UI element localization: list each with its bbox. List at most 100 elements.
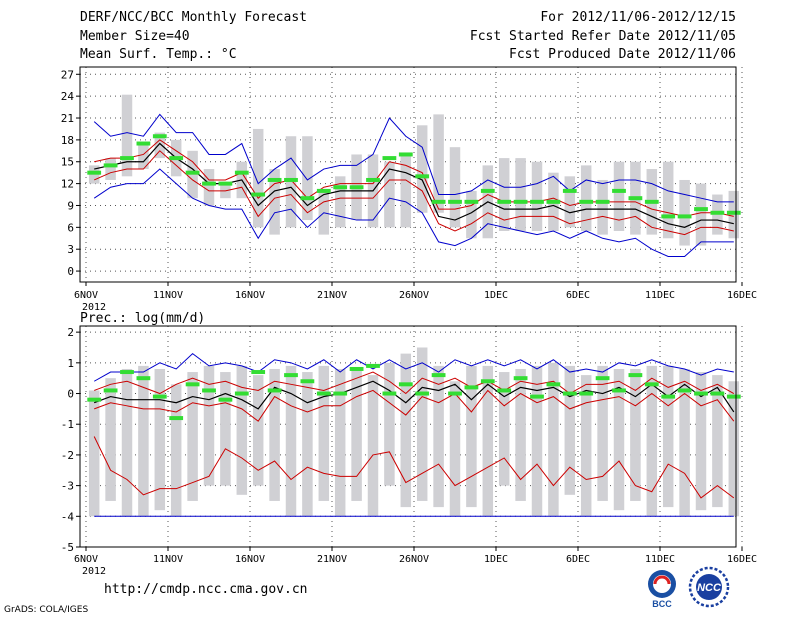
prec-ytick-label: -1 bbox=[61, 418, 74, 431]
prec-range-box bbox=[154, 368, 166, 511]
prec-range-box bbox=[302, 372, 313, 517]
temp-frame bbox=[79, 66, 737, 283]
prec-mean-line bbox=[93, 380, 735, 413]
ncc-logo-icon: NCC bbox=[688, 566, 730, 608]
prec-year-label: 2012 bbox=[82, 566, 106, 577]
temp-median-mark bbox=[234, 170, 249, 175]
prec-p90-line bbox=[94, 371, 735, 395]
prec-median-mark bbox=[464, 385, 479, 390]
prec-median-mark bbox=[415, 391, 430, 396]
temp-range-box bbox=[515, 158, 526, 231]
member-size-label: Member Size=40 bbox=[80, 29, 190, 44]
prec-range-box bbox=[564, 365, 576, 495]
prec-range-box bbox=[548, 362, 559, 517]
temp-median-mark bbox=[579, 199, 594, 204]
temp-xtick-label: 21NOV bbox=[317, 290, 347, 301]
prec-median-mark bbox=[300, 379, 315, 384]
temp-median-mark bbox=[316, 188, 331, 193]
temp-range-box bbox=[531, 161, 543, 231]
temp-range-box bbox=[498, 158, 510, 231]
prec-range-box bbox=[531, 365, 543, 517]
prec-range-box bbox=[252, 375, 264, 486]
temp-range-box bbox=[564, 176, 576, 228]
prec-median-mark bbox=[202, 388, 216, 393]
prec-xtick-label: 26NOV bbox=[399, 554, 429, 565]
prec-range-box bbox=[498, 372, 510, 486]
temp-range-box bbox=[613, 161, 625, 231]
temp-median-mark bbox=[595, 199, 610, 204]
temp-ytick-label: 9 bbox=[67, 199, 74, 212]
prec-range-box bbox=[466, 365, 477, 508]
prec-median-mark bbox=[562, 391, 577, 396]
temp-xtick-label: 1DEC bbox=[484, 290, 508, 301]
forecast-period: For 2012/11/06-2012/12/15 bbox=[540, 10, 736, 25]
temp-median-mark bbox=[710, 210, 725, 215]
temp-range-box bbox=[334, 176, 346, 228]
prec-xtick-label: 1DEC bbox=[484, 554, 508, 565]
prec-range-box bbox=[712, 375, 723, 508]
temp-xtick-label: 6NOV bbox=[74, 290, 98, 301]
prec-range-box bbox=[269, 368, 280, 501]
prec-median-mark bbox=[677, 388, 692, 393]
source-url[interactable]: http://cmdp.ncc.cma.gov.cn bbox=[104, 582, 308, 597]
prec-xtick-label: 6DEC bbox=[566, 554, 590, 565]
ncc-logo-text: NCC bbox=[697, 582, 722, 594]
prec-ytick-label: -4 bbox=[61, 510, 75, 523]
temp-median-mark bbox=[497, 199, 512, 204]
prec-range-box bbox=[88, 390, 100, 517]
temp-ytick-label: 27 bbox=[61, 68, 74, 81]
bcc-logo-icon: BCC bbox=[648, 570, 676, 608]
bcc-logo-text: BCC bbox=[652, 599, 672, 608]
prec-range-box bbox=[220, 372, 231, 486]
prec-median-mark bbox=[448, 391, 462, 396]
prec-median-mark bbox=[644, 382, 659, 387]
temp-median-mark bbox=[267, 177, 282, 182]
prec-range-box bbox=[121, 368, 133, 517]
prec-range-box bbox=[285, 365, 297, 517]
temp-p90-line bbox=[94, 139, 734, 217]
temp-xtick-label: 16NOV bbox=[235, 290, 265, 301]
prec-median-mark bbox=[120, 370, 134, 375]
prec-p-low-line bbox=[93, 436, 735, 499]
prec-xtick-label: 16DEC bbox=[727, 554, 757, 565]
temp-xtick-label: 16DEC bbox=[727, 290, 757, 301]
prec-median-mark bbox=[398, 382, 413, 387]
temp-range-box bbox=[138, 143, 149, 170]
temp-median-mark bbox=[120, 156, 134, 161]
temp-ytick-label: 18 bbox=[61, 134, 74, 147]
prec-range-box bbox=[728, 381, 740, 517]
prec-median-mark bbox=[234, 391, 249, 396]
prec-median-mark bbox=[710, 391, 725, 396]
prec-median-mark bbox=[169, 416, 184, 421]
prec-median-mark bbox=[366, 363, 380, 368]
prec-range-box bbox=[662, 365, 674, 508]
temp-median-mark bbox=[103, 163, 118, 168]
temp-range-box bbox=[105, 158, 116, 180]
prec-median-mark bbox=[136, 376, 151, 381]
prec-range-box bbox=[679, 368, 690, 517]
prec-range-box bbox=[236, 365, 248, 495]
prec-ytick-label: 1 bbox=[67, 357, 74, 370]
prec-frame bbox=[79, 325, 737, 548]
prec-max-line bbox=[93, 352, 734, 382]
prec-range-box bbox=[318, 365, 330, 501]
temp-median-mark bbox=[480, 188, 495, 193]
prec-p10-line bbox=[94, 389, 735, 422]
prec-range-box bbox=[630, 368, 641, 501]
prec-range-box bbox=[695, 372, 707, 511]
prec-range-box bbox=[138, 365, 149, 517]
prec-median-mark bbox=[267, 388, 282, 393]
prec-range-box bbox=[351, 368, 362, 501]
temp-range-box bbox=[416, 125, 428, 213]
temp-p10-line bbox=[93, 150, 734, 236]
prec-range-box bbox=[449, 381, 461, 517]
temp-median-mark bbox=[628, 196, 643, 201]
temp-range-box bbox=[384, 161, 395, 228]
prec-median-mark bbox=[284, 373, 298, 378]
prec-range-box bbox=[580, 375, 592, 517]
temp-range-box bbox=[679, 179, 690, 246]
prec-ytick-label: -2 bbox=[61, 449, 74, 462]
prec-median-mark bbox=[316, 391, 331, 396]
